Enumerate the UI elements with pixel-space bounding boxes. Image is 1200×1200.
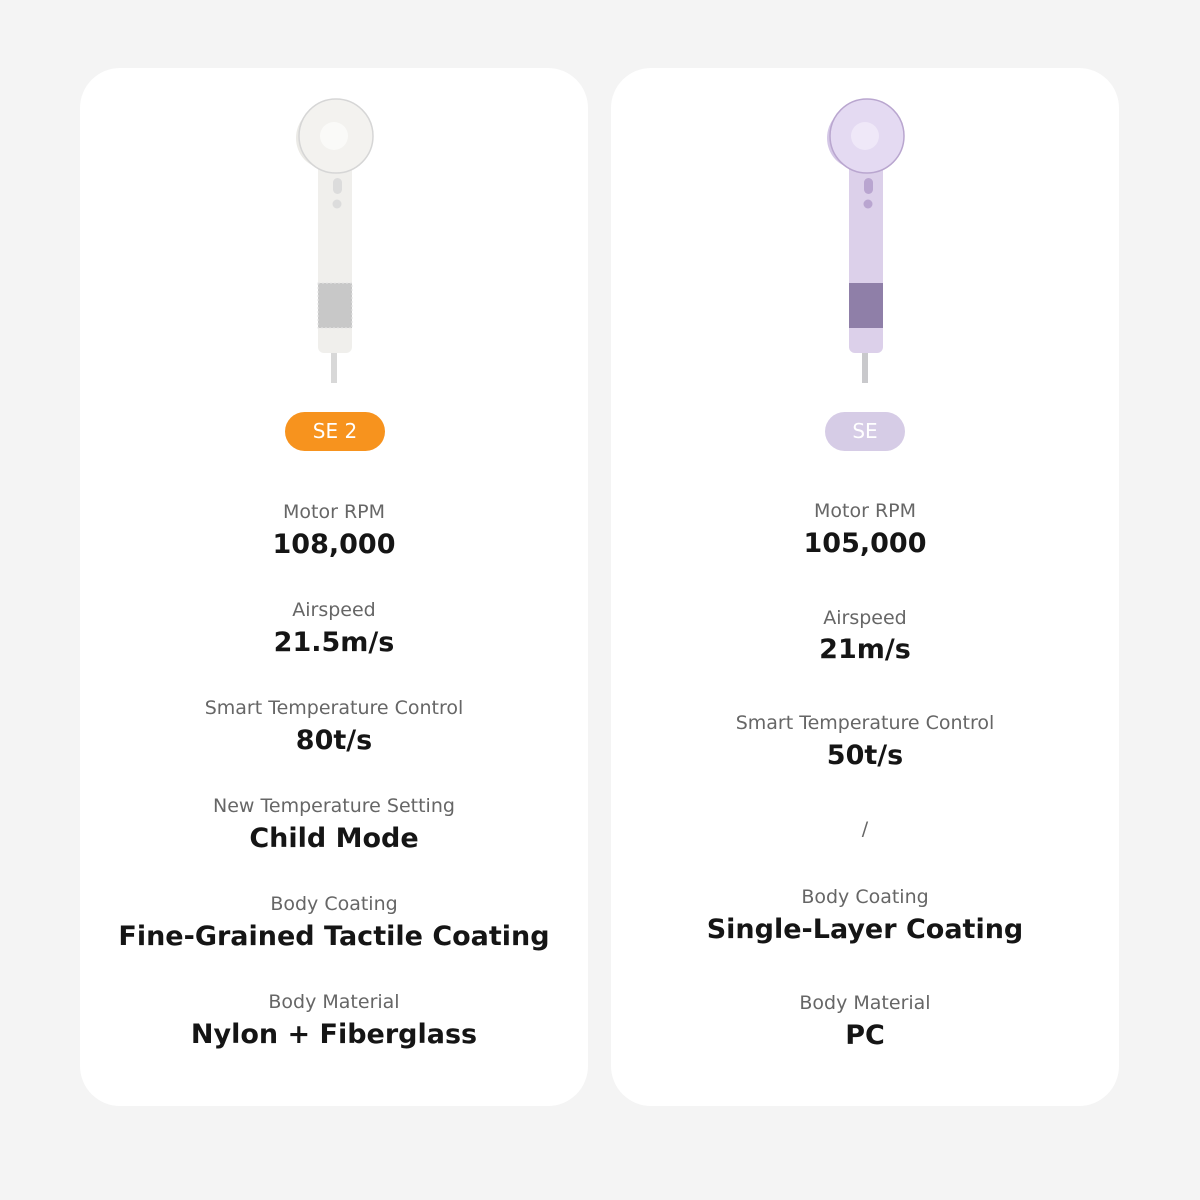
spec-value: 50t/s (826, 740, 904, 771)
spec-label: New Temperature Setting (213, 795, 455, 817)
hair-dryer-lavender-image (827, 98, 905, 383)
spec-value: PC (845, 1020, 885, 1051)
spec-value: 80t/s (295, 725, 373, 756)
spec-value: 105,000 (803, 528, 927, 559)
spec-label: Body Material (268, 991, 400, 1013)
product-card-se2: SE 2 Motor RPM 108,000 Airspeed 21.5m/s … (80, 68, 588, 1106)
spec-value: 21m/s (819, 634, 911, 665)
spec-value: Child Mode (249, 823, 419, 854)
spec-label: Smart Temperature Control (735, 712, 995, 734)
hair-dryer-white-image (296, 98, 374, 383)
badge-se: SE (825, 412, 905, 451)
spec-label: Body Coating (801, 886, 929, 908)
spec-label: Airspeed (292, 599, 376, 621)
spec-label: Motor RPM (814, 500, 916, 522)
spec-value: 21.5m/s (273, 627, 395, 658)
spec-label: Body Material (799, 992, 931, 1014)
spec-value: 108,000 (272, 529, 396, 560)
spec-value: Fine-Grained Tactile Coating (118, 921, 550, 952)
spec-label: Body Coating (270, 893, 398, 915)
spec-label: Motor RPM (283, 501, 385, 523)
spec-label: Airspeed (823, 607, 907, 629)
badge-se2: SE 2 (285, 412, 385, 451)
spec-value: Single-Layer Coating (706, 914, 1024, 945)
spec-label: Smart Temperature Control (204, 697, 464, 719)
product-card-se: SE Motor RPM 105,000 Airspeed 21m/s Smar… (611, 68, 1119, 1106)
spec-value: Nylon + Fiberglass (190, 1019, 478, 1050)
spec-value-none: / (861, 818, 869, 840)
